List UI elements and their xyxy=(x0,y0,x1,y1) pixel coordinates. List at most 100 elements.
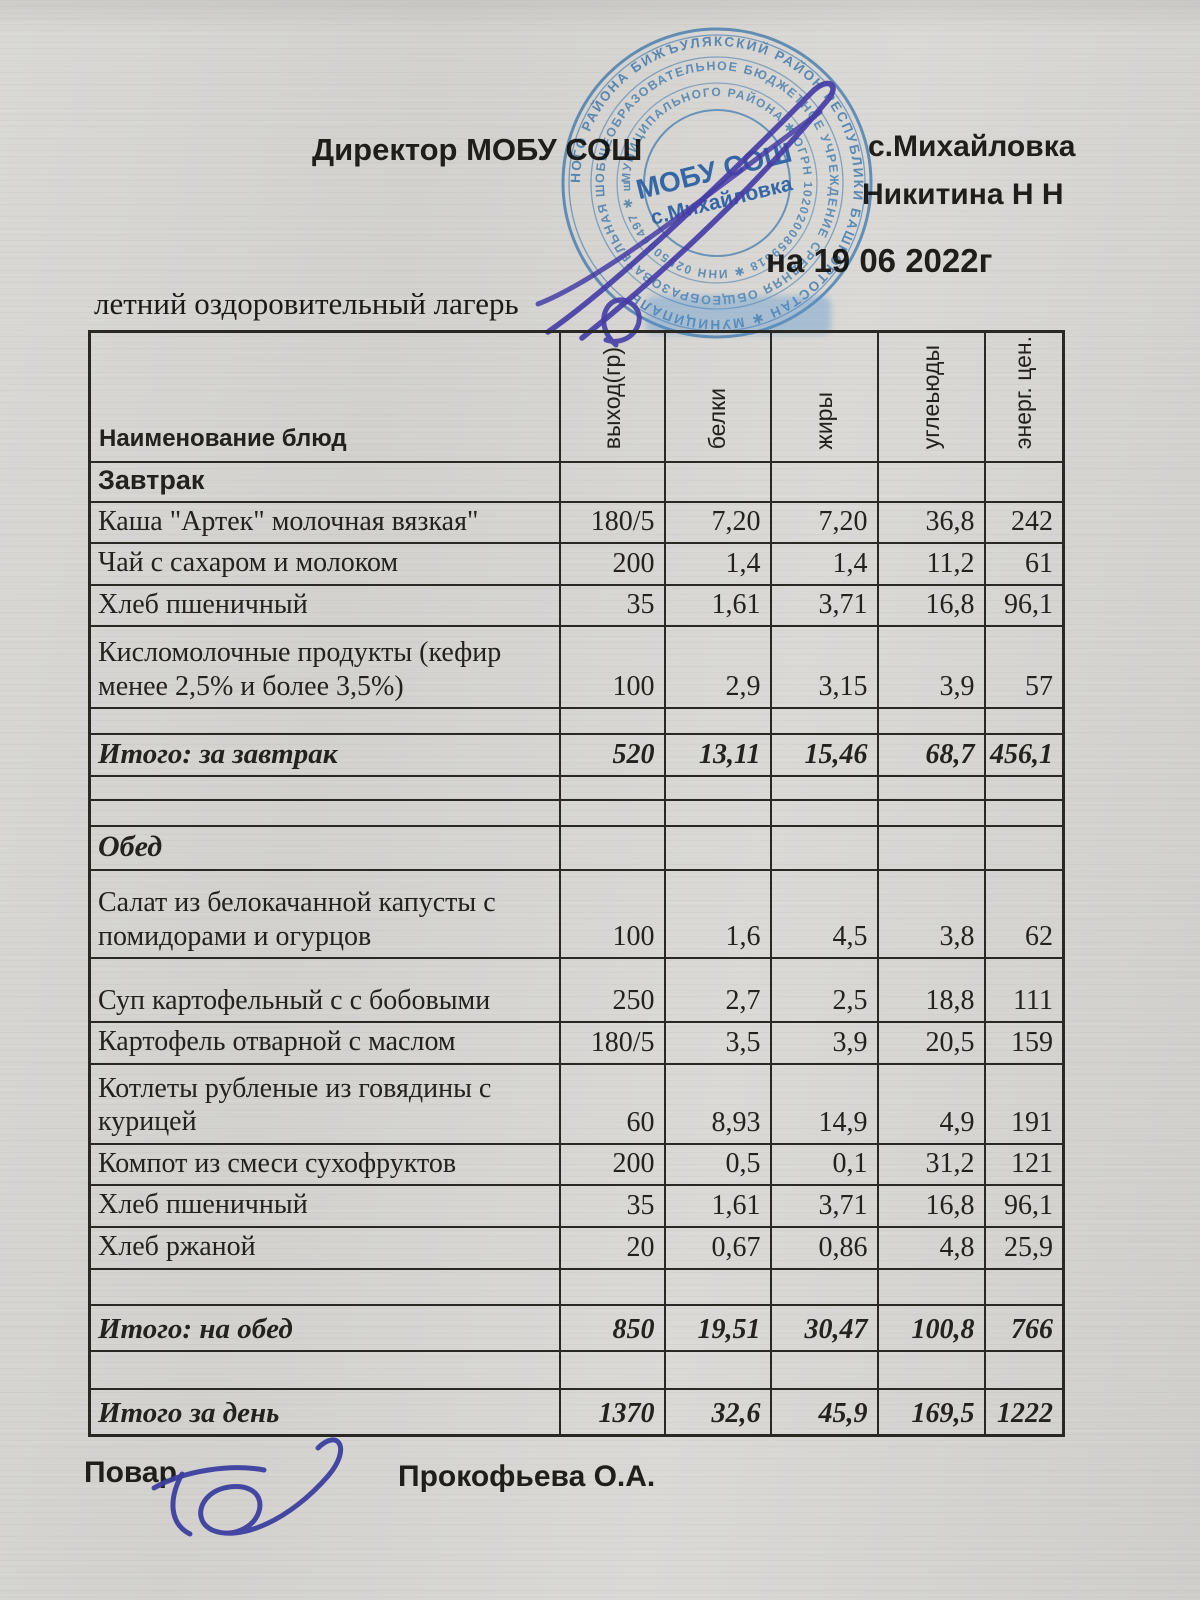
item-row: Хлеб пшеничный 35 1,61 3,71 16,8 96,1 xyxy=(88,1184,1065,1229)
value-cell: 3,71 xyxy=(769,583,879,628)
value-cell: 68,7 xyxy=(876,733,986,778)
value-cell xyxy=(769,1350,879,1391)
dish-name-cell: Салат из белокачанной капусты с помидора… xyxy=(88,869,561,960)
cook-signature xyxy=(151,1437,344,1537)
value-cell xyxy=(876,707,986,736)
dish-name-cell: Хлеб пшеничный xyxy=(88,1184,561,1229)
value-cell xyxy=(769,825,879,872)
value-cell xyxy=(983,775,1065,802)
item-row: Хлеб ржаной 20 0,67 0,86 4,8 25,9 xyxy=(88,1226,1065,1271)
dish-name-cell: Итого за день xyxy=(88,1388,561,1437)
value-cell: 60 xyxy=(558,1062,666,1145)
value-cell xyxy=(769,799,879,828)
item-row: Хлеб пшеничный 35 1,61 3,71 16,8 96,1 xyxy=(88,583,1065,628)
value-cell: 1,61 xyxy=(663,583,772,628)
value-cell: 61 xyxy=(983,542,1065,586)
value-cell: 2,7 xyxy=(663,957,772,1024)
dish-name-cell: Котлеты рубленые из говядины с курицей xyxy=(88,1062,561,1145)
empty-row xyxy=(88,799,1065,828)
column-header-carbs: углеьюды xyxy=(876,330,986,463)
value-cell: 16,8 xyxy=(876,583,986,628)
value-cell: 4,5 xyxy=(769,869,879,960)
value-cell: 3,15 xyxy=(769,625,879,710)
value-cell: 1,4 xyxy=(663,542,772,586)
document-subtitle: летний оздоровительный лагерь xyxy=(94,286,519,321)
value-cell: 7,20 xyxy=(663,500,772,545)
value-cell: 111 xyxy=(983,957,1065,1024)
dish-name-cell: Хлеб ржаной xyxy=(88,1226,561,1271)
value-cell xyxy=(876,825,986,872)
value-cell: 0,67 xyxy=(663,1226,772,1271)
value-cell xyxy=(983,1350,1065,1391)
cook-name: Прокофьева О.А. xyxy=(398,1460,656,1493)
value-cell: 31,2 xyxy=(876,1142,986,1187)
value-cell xyxy=(558,799,666,828)
value-cell: 242 xyxy=(983,500,1065,545)
column-header-label: углеьюды xyxy=(917,345,944,450)
dish-name-cell: Обед xyxy=(88,825,561,872)
table-header-row: Наименование блюд выход(гр) белки жиры у… xyxy=(88,330,1065,463)
dish-name-cell xyxy=(88,707,561,736)
value-cell: 25,9 xyxy=(983,1226,1065,1271)
value-cell: 11,2 xyxy=(876,542,986,586)
value-cell xyxy=(983,460,1065,503)
column-header-label: энерг. цен. xyxy=(1010,336,1037,450)
dish-name-cell: Итого: за завтрак xyxy=(88,733,561,778)
value-cell: 456,1 xyxy=(983,733,1065,778)
value-cell: 121 xyxy=(983,1142,1065,1187)
value-cell xyxy=(663,1350,772,1391)
item-row: Котлеты рубленые из говядины с курицей 60… xyxy=(88,1062,1065,1145)
empty-row xyxy=(88,1350,1065,1391)
dish-name-cell: Хлеб пшеничный xyxy=(88,583,561,628)
value-cell: 200 xyxy=(558,1142,666,1187)
value-cell: 520 xyxy=(558,733,666,778)
value-cell xyxy=(769,1268,879,1307)
value-cell: 100 xyxy=(558,869,666,960)
value-cell: 14,9 xyxy=(769,1062,879,1145)
value-cell xyxy=(558,1268,666,1307)
empty-row xyxy=(88,1268,1065,1307)
item-row: Кисломолочные продукты (кефир менее 2,5%… xyxy=(88,625,1065,710)
value-cell: 1,6 xyxy=(663,869,772,960)
column-header-label: выход(гр) xyxy=(598,347,625,450)
total-row: Итого: на обед 850 19,51 30,47 100,8 766 xyxy=(88,1304,1065,1353)
director-signature xyxy=(535,80,836,348)
column-header-output: выход(гр) xyxy=(558,330,666,463)
dish-name-cell xyxy=(88,1268,561,1307)
column-header-protein: белки xyxy=(663,330,772,463)
section-row: Завтрак xyxy=(88,460,1065,503)
value-cell: 200 xyxy=(558,542,666,586)
empty-row xyxy=(88,775,1065,802)
value-cell: 15,46 xyxy=(769,733,879,778)
value-cell xyxy=(663,707,772,736)
column-header-fat: жиры xyxy=(769,330,879,463)
value-cell xyxy=(983,707,1065,736)
value-cell: 766 xyxy=(983,1304,1065,1353)
value-cell: 3,9 xyxy=(769,1021,879,1065)
value-cell: 35 xyxy=(558,1184,666,1229)
dish-name-cell: Суп картофельный с с бобовыми xyxy=(88,957,561,1024)
value-cell: 13,11 xyxy=(663,733,772,778)
value-cell: 0,5 xyxy=(663,1142,772,1187)
item-row: Картофель отварной с маслом 180/5 3,5 3,9 20… xyxy=(88,1021,1065,1065)
value-cell xyxy=(769,775,879,802)
dish-name-cell: Итого: на обед xyxy=(88,1304,561,1353)
value-cell: 0,86 xyxy=(769,1226,879,1271)
value-cell xyxy=(769,460,879,503)
value-cell xyxy=(876,460,986,503)
value-cell xyxy=(558,460,666,503)
director-name: Никитина Н Н xyxy=(862,178,1064,211)
date-line: на 19 06 2022г xyxy=(766,242,993,279)
dish-name-cell: Картофель отварной с маслом xyxy=(88,1021,561,1065)
value-cell xyxy=(876,775,986,802)
column-header-label: жиры xyxy=(810,391,837,450)
value-cell: 62 xyxy=(983,869,1065,960)
dish-name-cell: Чай с сахаром и молоком xyxy=(88,542,561,586)
menu-table: Наименование блюд выход(гр) белки жиры у… xyxy=(88,330,1065,1437)
dish-name-cell xyxy=(88,775,561,802)
director-label: Директор МОБУ СОШ xyxy=(312,132,643,167)
value-cell xyxy=(663,1268,772,1307)
value-cell: 3,8 xyxy=(876,869,986,960)
value-cell: 1,4 xyxy=(769,542,879,586)
value-cell: 180/5 xyxy=(558,1021,666,1065)
